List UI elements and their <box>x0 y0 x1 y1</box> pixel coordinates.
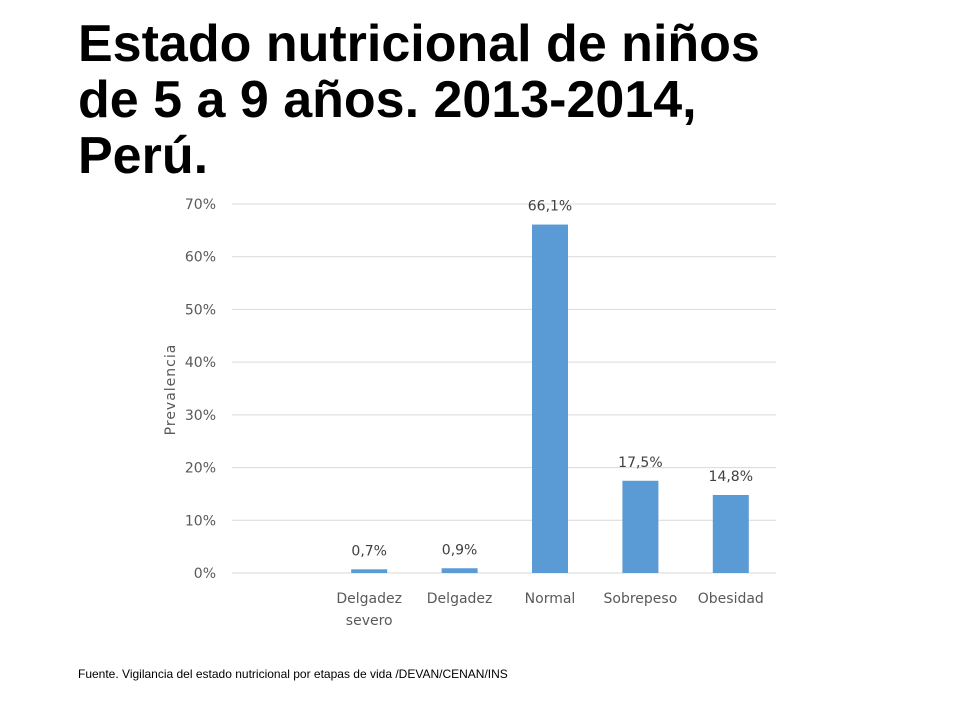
y-tick-label: 40% <box>185 355 216 371</box>
x-tick-label-line: Normal <box>525 591 576 607</box>
y-tick-label: 70% <box>185 197 216 213</box>
x-tick-label: Delgadez <box>427 591 493 607</box>
bar-3 <box>622 480 659 573</box>
data-label: 14,8% <box>709 469 753 485</box>
x-tick-label-line: Obesidad <box>698 591 764 607</box>
source-note: Fuente. Vigilancia del estado nutriciona… <box>78 667 508 681</box>
y-tick-label: 20% <box>185 461 216 477</box>
x-tick-label-line: Sobrepeso <box>604 591 678 607</box>
y-tick-label: 0% <box>194 566 216 582</box>
bar-1 <box>441 568 478 573</box>
y-tick-label: 10% <box>185 513 216 529</box>
data-label: 17,5% <box>618 455 662 471</box>
y-tick-label: 30% <box>185 408 216 424</box>
x-tick-label-line: severo <box>346 613 393 629</box>
bar-0 <box>351 569 388 573</box>
slide-title-line-3: Perú. <box>78 127 209 185</box>
x-tick-label: Obesidad <box>698 591 764 607</box>
x-tick-label: Sobrepeso <box>604 591 678 607</box>
x-tick-label: Normal <box>525 591 576 607</box>
x-tick-label: Delgadez severo <box>336 591 402 629</box>
y-tick-label: 60% <box>185 250 216 266</box>
data-label: 0,9% <box>442 542 478 558</box>
slide-title: Estado nutricional de niños de 5 a 9 año… <box>78 16 938 184</box>
y-axis-label: Prevalencia <box>163 344 179 436</box>
data-label: 66,1% <box>528 199 572 215</box>
slide-title-line-2: de 5 a 9 años. 2013-2014, <box>78 71 697 129</box>
data-label: 0,7% <box>351 543 387 559</box>
bar-4 <box>712 494 749 573</box>
y-tick-label: 50% <box>185 302 216 318</box>
x-tick-label-line: Delgadez <box>427 591 493 607</box>
bar-2 <box>532 224 568 573</box>
slide-title-line-1: Estado nutricional de niños <box>78 15 760 73</box>
x-tick-label-line: Delgadez <box>336 591 402 607</box>
